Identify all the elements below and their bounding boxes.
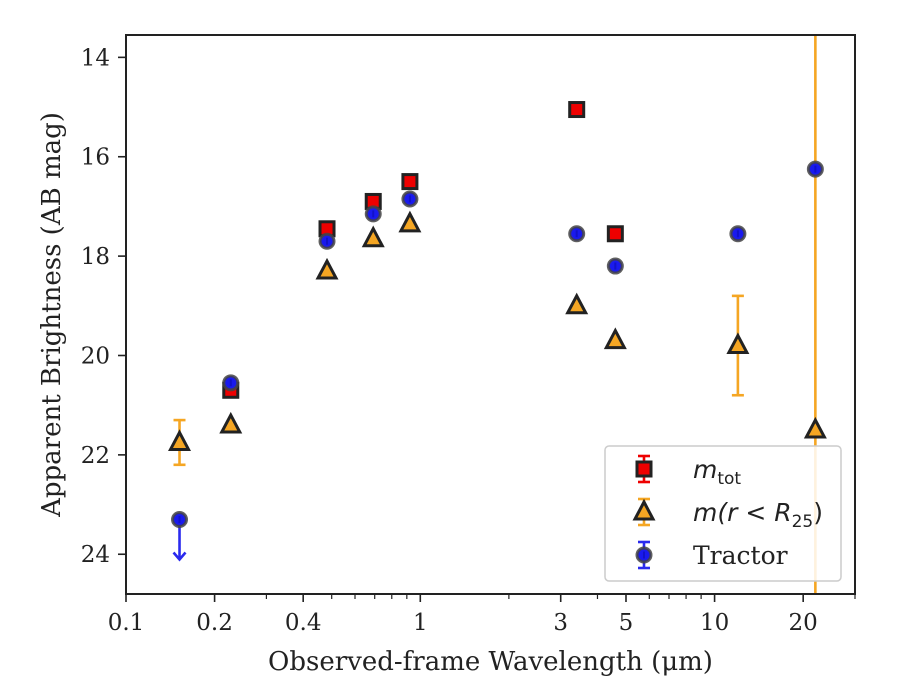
series-tractor bbox=[171, 160, 824, 562]
legend: mtot m(r < R25) Tractor bbox=[604, 445, 842, 582]
data-point bbox=[398, 210, 422, 233]
legend-label: m(r < R25) bbox=[693, 498, 823, 532]
data-point bbox=[806, 160, 824, 178]
legend-entry-mtot: mtot bbox=[635, 454, 741, 489]
x-tick-label: 0.1 bbox=[108, 610, 145, 636]
data-point bbox=[401, 173, 419, 191]
y-axis-label: Apparent Brightness (AB mag) bbox=[37, 112, 67, 518]
x-tick-label: 20 bbox=[789, 610, 818, 636]
x-tick-label: 5 bbox=[619, 610, 634, 636]
axis-ticks: 0.1 0.2 0.4 1 3 5 10 20 14 16 18 20 22 24 bbox=[81, 45, 856, 636]
legend-label-main: m(r < R bbox=[693, 498, 792, 527]
x-tick-label: 0.4 bbox=[285, 610, 322, 636]
y-tick-label: 20 bbox=[81, 343, 110, 369]
data-point bbox=[318, 232, 336, 250]
legend-marker bbox=[635, 546, 653, 564]
legend-box bbox=[604, 445, 842, 582]
data-point bbox=[401, 190, 419, 208]
x-tick-label: 0.2 bbox=[196, 610, 233, 636]
data-point bbox=[726, 332, 750, 355]
data-point bbox=[168, 429, 192, 451]
legend-entry-mr25: m(r < R25) bbox=[632, 497, 823, 532]
data-point bbox=[606, 257, 624, 275]
plot-frame bbox=[125, 34, 856, 595]
data-point bbox=[568, 225, 586, 243]
y-tick-label: 22 bbox=[81, 443, 110, 469]
legend-label-main: Tractor bbox=[693, 541, 788, 570]
legend-label: Tractor bbox=[693, 541, 788, 570]
data-point bbox=[803, 416, 827, 439]
legend-entry-tractor: Tractor bbox=[635, 540, 788, 570]
data-point bbox=[171, 510, 189, 528]
data-point bbox=[568, 101, 586, 119]
data-point bbox=[565, 292, 589, 315]
legend-label-subscript: tot bbox=[717, 469, 741, 489]
upper-limit-arrowhead bbox=[172, 551, 187, 562]
data-point bbox=[361, 225, 385, 248]
legend-marker bbox=[632, 498, 656, 521]
data-point bbox=[315, 257, 339, 280]
legend-label-subscript: 25 bbox=[792, 512, 814, 532]
data-point bbox=[603, 327, 627, 350]
legend-label-suffix: ) bbox=[813, 498, 823, 527]
x-tick-label: 10 bbox=[700, 610, 729, 636]
x-axis-label: Observed-frame Wavelength (μm) bbox=[268, 647, 713, 677]
data-point bbox=[222, 374, 240, 392]
legend-label-main: m bbox=[693, 455, 717, 484]
data-point bbox=[219, 411, 243, 434]
y-tick-label: 24 bbox=[81, 542, 110, 568]
legend-marker bbox=[635, 460, 653, 478]
data-point bbox=[606, 225, 624, 243]
legend-label: mtot bbox=[693, 455, 741, 489]
y-tick-label: 18 bbox=[81, 244, 110, 270]
y-tick-label: 16 bbox=[81, 145, 110, 171]
data-point bbox=[729, 225, 747, 243]
y-tick-label: 14 bbox=[81, 45, 110, 71]
series-mtot bbox=[222, 101, 624, 399]
x-tick-label: 3 bbox=[553, 610, 568, 636]
x-tick-label: 1 bbox=[413, 610, 428, 636]
data-point bbox=[364, 205, 382, 223]
